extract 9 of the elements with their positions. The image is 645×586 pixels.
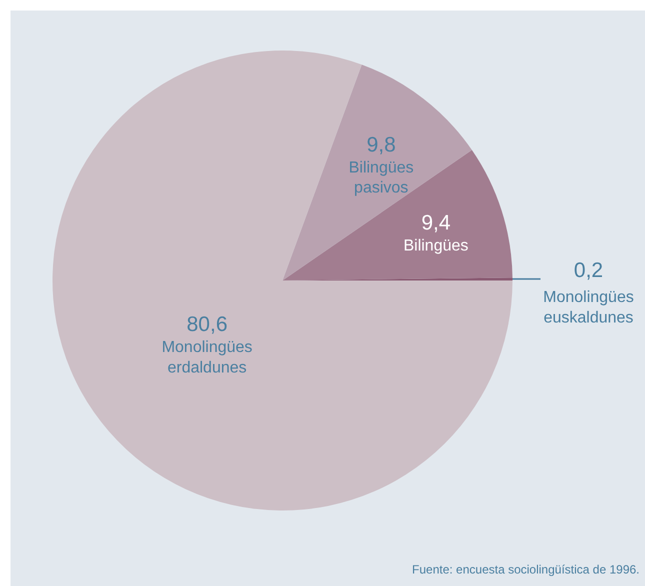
data-label: 9,8	[366, 133, 396, 156]
data-label: 9,4	[421, 212, 451, 235]
slice-label: Bilingües	[403, 238, 468, 255]
data-label: 80,6	[186, 313, 228, 336]
data-label: 0,2	[574, 259, 604, 282]
slice-label: Bilingües pasivos	[348, 159, 414, 197]
slice-label: Monolingües euskaldunes	[543, 289, 634, 326]
slice-label: Monolingües erdaldunes	[162, 339, 252, 377]
source-note: Fuente: encuesta sociolingüística de 1996.	[412, 562, 640, 576]
